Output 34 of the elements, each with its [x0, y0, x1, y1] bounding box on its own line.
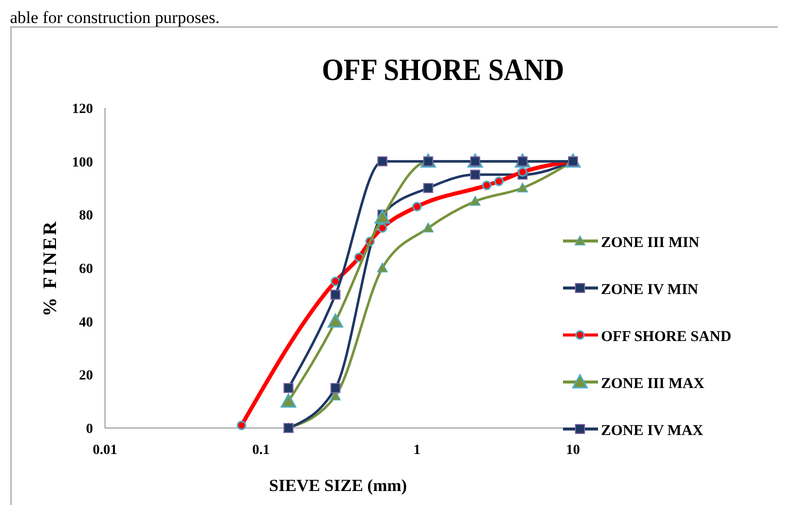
point [330, 290, 340, 300]
point [330, 276, 340, 286]
point [376, 262, 388, 272]
chart-title: OFF SHORE SAND [322, 54, 564, 88]
point [283, 383, 294, 393]
y-tick-label: 0 [86, 422, 93, 437]
point [517, 182, 528, 192]
y-tick-label: 100 [72, 155, 93, 170]
x-tick-label: 0.1 [252, 443, 270, 458]
point [470, 196, 481, 206]
x-axis-title: SIEVE SIZE (mm) [269, 476, 407, 495]
legend-label: ZONE III MAX [601, 376, 705, 392]
point [328, 314, 344, 328]
y-tick-label: 60 [79, 262, 93, 277]
y-tick-label: 40 [79, 315, 93, 330]
point [280, 394, 296, 408]
y-axis-title: % FINER [40, 220, 61, 316]
legend-label: OFF SHORE SAND [601, 329, 732, 345]
point [330, 383, 340, 393]
text: able for construction purposes. [10, 8, 220, 27]
legend-label: ZONE IV MAX [601, 423, 704, 439]
y-tick-label: 120 [72, 102, 93, 117]
legend-label: ZONE IV MIN [601, 282, 698, 298]
y-tick-label: 80 [79, 208, 93, 224]
point [423, 183, 434, 193]
legend-label: ZONE III MIN [601, 235, 700, 251]
point [470, 170, 480, 180]
point [422, 222, 434, 232]
x-tick-label: 0.01 [92, 443, 118, 458]
point [377, 156, 388, 166]
point [374, 210, 390, 224]
x-tick-label: 1 [414, 443, 420, 458]
y-tick-label: 20 [79, 368, 93, 384]
x-tick-label: 10 [566, 443, 580, 458]
